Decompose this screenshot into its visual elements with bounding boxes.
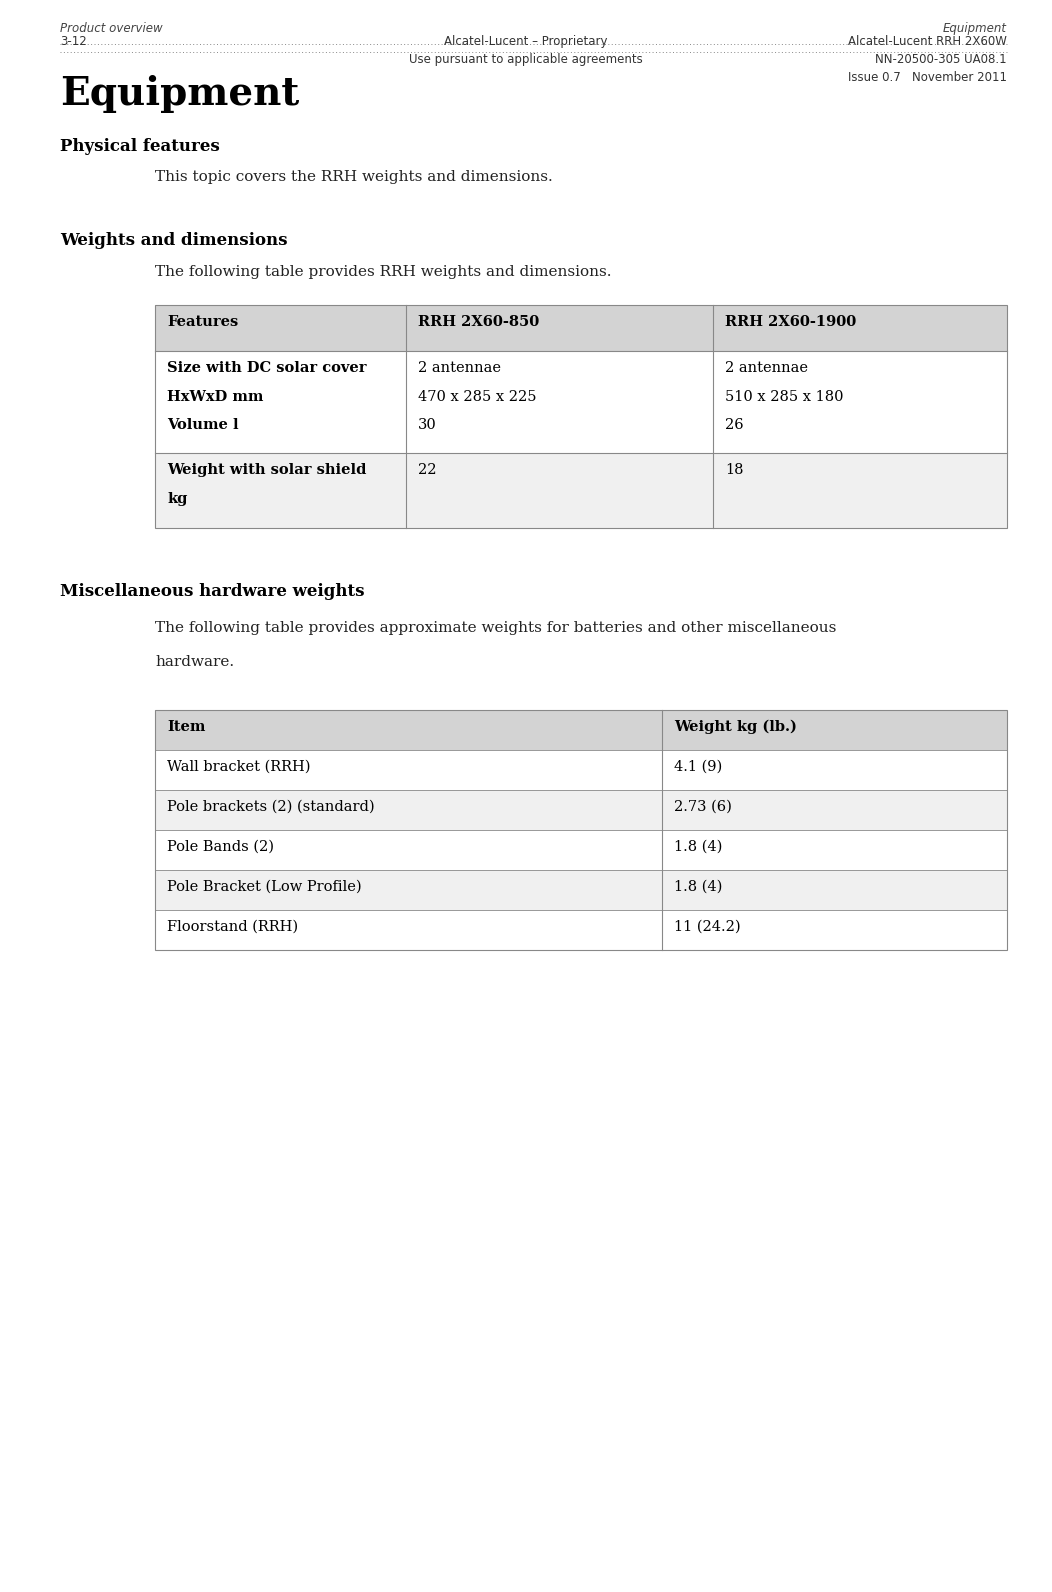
Text: Item: Item: [167, 720, 205, 734]
Text: Wall bracket (RRH): Wall bracket (RRH): [167, 759, 310, 774]
Text: Product overview: Product overview: [60, 22, 163, 35]
Text: RRH 2X60-850: RRH 2X60-850: [419, 315, 540, 330]
Text: Equipment: Equipment: [60, 75, 299, 113]
Text: 1.8 (4): 1.8 (4): [674, 841, 723, 853]
Text: Weight with solar shield: Weight with solar shield: [167, 463, 366, 478]
Text: Weight kg (lb.): Weight kg (lb.): [674, 720, 796, 734]
Bar: [155, 350, 1007, 454]
Text: hardware.: hardware.: [155, 654, 235, 669]
Bar: [155, 306, 1007, 350]
Text: Alcatel-Lucent RRH 2X60W
NN-20500-305 UA08.1
Issue 0.7   November 2011: Alcatel-Lucent RRH 2X60W NN-20500-305 UA…: [848, 35, 1007, 84]
Bar: [155, 306, 1007, 529]
Bar: [155, 829, 1007, 869]
Text: 11 (24.2): 11 (24.2): [674, 920, 741, 935]
Text: 1.8 (4): 1.8 (4): [674, 880, 723, 895]
Text: Weights and dimensions: Weights and dimensions: [60, 232, 287, 248]
Text: 3-12: 3-12: [60, 35, 86, 48]
Text: Pole Bracket (Low Profile): Pole Bracket (Low Profile): [167, 880, 362, 895]
Text: Pole Bands (2): Pole Bands (2): [167, 841, 274, 853]
Text: Alcatel-Lucent – Proprietary
Use pursuant to applicable agreements: Alcatel-Lucent – Proprietary Use pursuan…: [409, 35, 643, 65]
Text: Volume l: Volume l: [167, 419, 239, 431]
Text: 2 antennae: 2 antennae: [419, 361, 502, 376]
Text: Equipment: Equipment: [943, 22, 1007, 35]
Bar: [155, 710, 1007, 750]
Text: HxWxD mm: HxWxD mm: [167, 390, 263, 403]
Text: 2 antennae: 2 antennae: [725, 361, 808, 376]
Text: 470 x 285 x 225: 470 x 285 x 225: [419, 390, 537, 403]
Text: The following table provides RRH weights and dimensions.: The following table provides RRH weights…: [155, 264, 611, 279]
Text: This topic covers the RRH weights and dimensions.: This topic covers the RRH weights and di…: [155, 170, 552, 185]
Text: Pole brackets (2) (standard): Pole brackets (2) (standard): [167, 801, 375, 814]
Text: The following table provides approximate weights for batteries and other miscell: The following table provides approximate…: [155, 621, 836, 635]
Text: Size with DC solar cover: Size with DC solar cover: [167, 361, 366, 376]
Text: Physical features: Physical features: [60, 139, 220, 154]
Text: 510 x 285 x 180: 510 x 285 x 180: [725, 390, 844, 403]
Text: 30: 30: [419, 419, 437, 431]
Bar: [155, 750, 1007, 790]
Bar: [155, 454, 1007, 529]
Text: kg: kg: [167, 492, 187, 506]
Bar: [155, 710, 1007, 950]
Bar: [155, 869, 1007, 911]
Text: Floorstand (RRH): Floorstand (RRH): [167, 920, 298, 935]
Text: 26: 26: [725, 419, 744, 431]
Text: 22: 22: [419, 463, 437, 478]
Text: Miscellaneous hardware weights: Miscellaneous hardware weights: [60, 583, 364, 600]
Text: 4.1 (9): 4.1 (9): [674, 759, 722, 774]
Text: 2.73 (6): 2.73 (6): [674, 801, 732, 814]
Text: RRH 2X60-1900: RRH 2X60-1900: [725, 315, 856, 330]
Bar: [155, 911, 1007, 950]
Text: Features: Features: [167, 315, 238, 330]
Bar: [155, 790, 1007, 829]
Text: 18: 18: [725, 463, 744, 478]
